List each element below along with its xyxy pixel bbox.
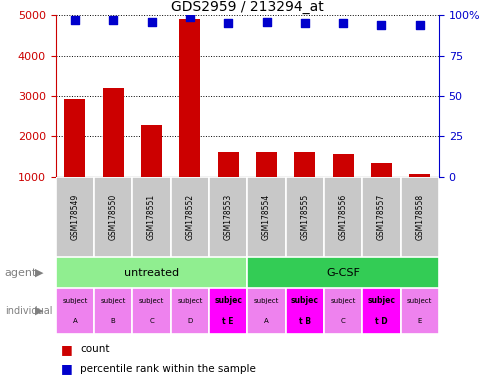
Bar: [132, 177, 170, 257]
Point: [185, 14, 193, 20]
Bar: [332, 154, 353, 177]
Bar: [56, 288, 94, 334]
Text: GSM178557: GSM178557: [376, 194, 385, 240]
Point: [147, 19, 155, 25]
Bar: [294, 152, 315, 177]
Text: agent: agent: [5, 268, 37, 278]
Point: [109, 17, 117, 23]
Text: G-CSF: G-CSF: [326, 268, 359, 278]
Bar: [94, 288, 132, 334]
Point: [71, 17, 78, 23]
Bar: [209, 177, 247, 257]
Title: GDS2959 / 213294_at: GDS2959 / 213294_at: [171, 0, 323, 14]
Text: t D: t D: [374, 317, 387, 326]
Text: GSM178558: GSM178558: [414, 194, 424, 240]
Bar: [323, 177, 362, 257]
Bar: [132, 288, 170, 334]
Bar: [217, 152, 238, 177]
Point: [224, 20, 231, 26]
Bar: [285, 177, 323, 257]
Bar: [141, 125, 162, 177]
Text: subject: subject: [138, 298, 164, 304]
Text: C: C: [340, 318, 345, 324]
Bar: [209, 288, 247, 334]
Text: count: count: [80, 344, 109, 354]
Point: [300, 20, 308, 26]
Text: GSM178553: GSM178553: [223, 194, 232, 240]
Text: individual: individual: [5, 306, 52, 316]
Text: subject: subject: [100, 298, 126, 304]
Bar: [362, 177, 400, 257]
Text: C: C: [149, 318, 153, 324]
Bar: [400, 177, 438, 257]
Bar: [170, 288, 209, 334]
Bar: [362, 288, 400, 334]
Text: B: B: [111, 318, 115, 324]
Text: subjec: subjec: [214, 296, 242, 305]
Text: untreated: untreated: [124, 268, 179, 278]
Bar: [408, 174, 429, 177]
Bar: [170, 177, 209, 257]
Text: t E: t E: [222, 317, 233, 326]
Point: [377, 22, 384, 28]
Bar: [247, 288, 285, 334]
Text: GSM178554: GSM178554: [261, 194, 271, 240]
Bar: [94, 177, 132, 257]
Text: subject: subject: [177, 298, 202, 304]
Text: GSM178555: GSM178555: [300, 194, 309, 240]
Point: [338, 20, 346, 26]
Text: A: A: [264, 318, 268, 324]
Bar: [64, 99, 85, 177]
Bar: [370, 162, 391, 177]
Text: ■: ■: [60, 362, 72, 375]
Text: ▶: ▶: [35, 268, 44, 278]
Text: subject: subject: [406, 298, 432, 304]
Point: [262, 19, 270, 25]
Bar: [285, 288, 323, 334]
Text: ▶: ▶: [35, 306, 44, 316]
Bar: [179, 19, 200, 177]
Text: subjec: subjec: [290, 296, 318, 305]
Text: GSM178556: GSM178556: [338, 194, 347, 240]
Text: GSM178551: GSM178551: [147, 194, 156, 240]
Bar: [56, 257, 247, 288]
Bar: [256, 152, 276, 177]
Bar: [103, 88, 123, 177]
Text: subjec: subjec: [367, 296, 394, 305]
Text: subject: subject: [62, 298, 88, 304]
Bar: [247, 257, 438, 288]
Text: subject: subject: [253, 298, 279, 304]
Text: subject: subject: [330, 298, 355, 304]
Text: E: E: [417, 318, 421, 324]
Bar: [247, 177, 285, 257]
Bar: [56, 177, 94, 257]
Point: [415, 22, 423, 28]
Bar: [323, 288, 362, 334]
Text: GSM178552: GSM178552: [185, 194, 194, 240]
Text: percentile rank within the sample: percentile rank within the sample: [80, 364, 256, 374]
Text: ■: ■: [60, 343, 72, 356]
Bar: [400, 288, 438, 334]
Text: D: D: [187, 318, 192, 324]
Text: GSM178550: GSM178550: [108, 194, 118, 240]
Text: t B: t B: [298, 317, 310, 326]
Text: GSM178549: GSM178549: [70, 194, 79, 240]
Text: A: A: [73, 318, 77, 324]
